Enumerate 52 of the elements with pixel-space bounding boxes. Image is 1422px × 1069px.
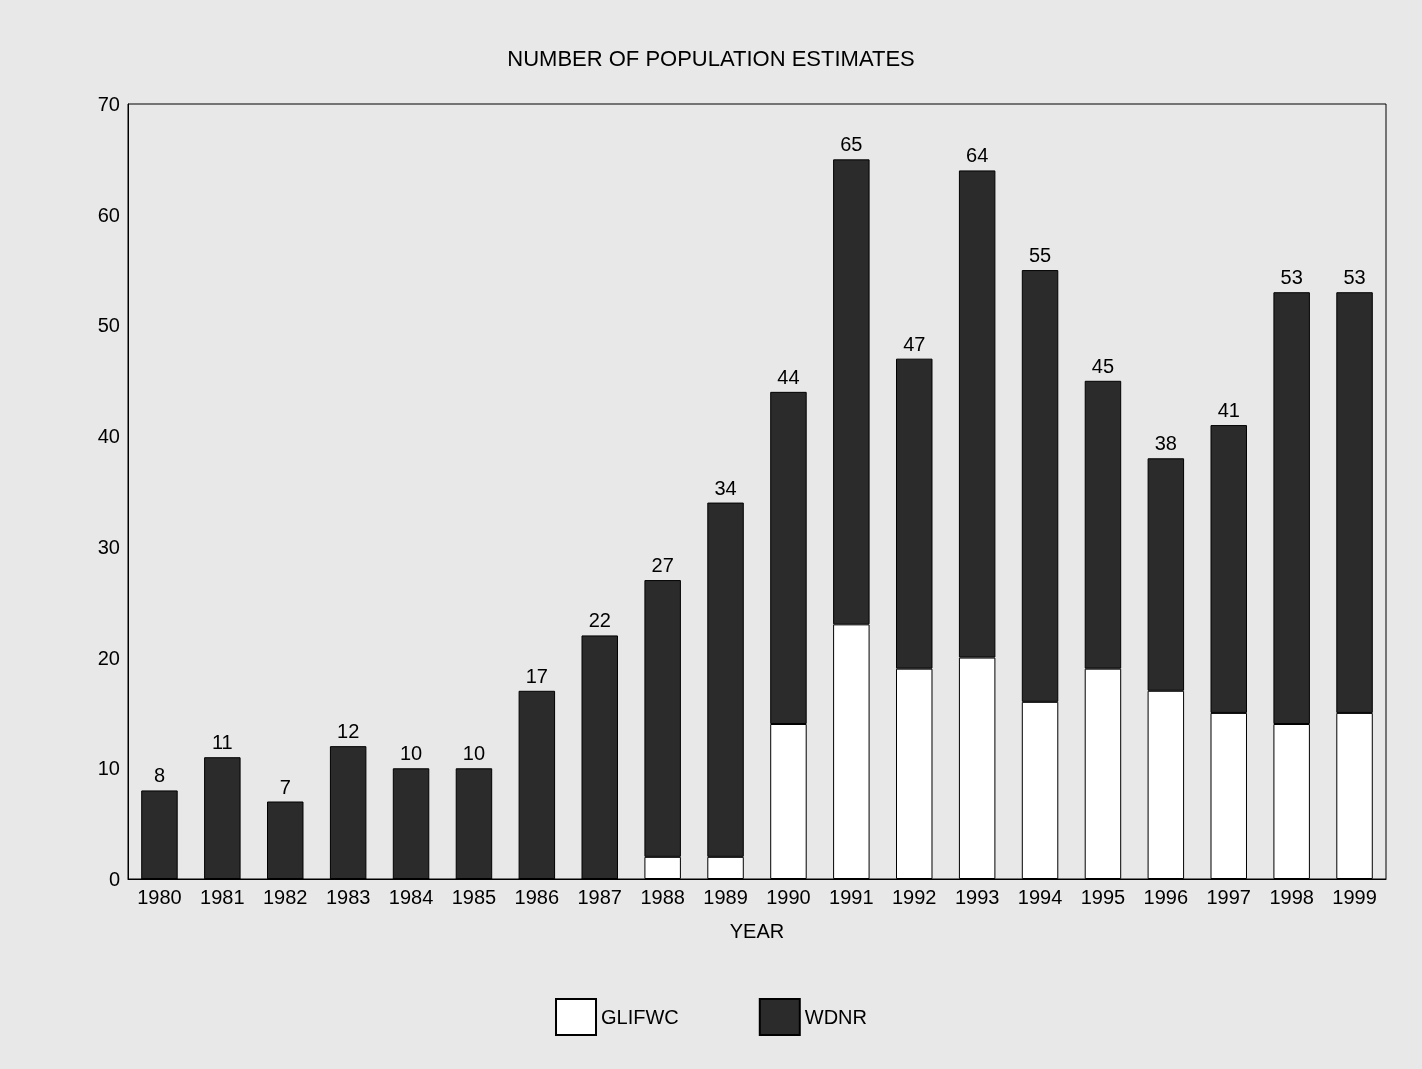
x-tick-label: 1998: [1269, 886, 1314, 908]
chart-title: NUMBER OF POPULATION ESTIMATES: [507, 45, 915, 71]
x-tick-label: 1999: [1332, 886, 1377, 908]
x-tick-label: 1981: [200, 886, 245, 908]
x-tick-label: 1991: [829, 886, 874, 908]
total-label: 7: [279, 775, 291, 798]
x-axis-title: YEAR: [729, 920, 785, 942]
y-tick-label: 60: [97, 203, 120, 226]
total-label: 10: [399, 742, 423, 765]
total-label: 53: [1280, 266, 1303, 289]
y-tick-label: 10: [97, 757, 120, 780]
legend-label: WDNR: [804, 1006, 867, 1028]
y-tick-label: 50: [97, 314, 120, 337]
x-tick-label: 1983: [325, 886, 371, 908]
x-tick-label: 1992: [892, 886, 937, 908]
total-label: 64: [966, 144, 989, 167]
x-tick-label: 1996: [1143, 886, 1189, 908]
total-label: 12: [337, 720, 360, 743]
total-label: 10: [462, 742, 486, 765]
x-tick-label: 1989: [703, 886, 748, 908]
x-tick-label: 1986: [514, 886, 560, 908]
x-tick-label: 1987: [577, 886, 622, 908]
total-label: 22: [588, 609, 611, 632]
total-label: 45: [1091, 354, 1115, 377]
total-label: 11: [211, 731, 233, 754]
legend-label: GLIFWC: [601, 1006, 679, 1028]
x-tick-label: 1984: [388, 886, 434, 908]
x-tick-label: 1980: [137, 886, 182, 908]
y-tick-label: 40: [97, 425, 120, 448]
total-label: 55: [1028, 244, 1052, 267]
x-tick-label: 1997: [1206, 886, 1251, 908]
x-tick-label: 1990: [766, 886, 811, 908]
total-label: 41: [1217, 399, 1240, 422]
total-label: 34: [714, 476, 737, 499]
total-label: 27: [651, 554, 674, 577]
x-tick-label: 1988: [640, 886, 685, 908]
x-tick-label: 1982: [263, 886, 308, 908]
x-tick-label: 1993: [954, 886, 1000, 908]
total-label: 8: [153, 764, 166, 787]
y-tick-label: 30: [97, 535, 120, 558]
total-label: 17: [525, 664, 548, 687]
total-label: 53: [1343, 266, 1366, 289]
total-label: 65: [840, 133, 863, 156]
x-tick-label: 1995: [1080, 886, 1126, 908]
total-label: 44: [777, 365, 800, 388]
x-tick-label: 1985: [451, 886, 497, 908]
y-tick-label: 0: [108, 868, 120, 890]
total-label: 38: [1154, 432, 1177, 455]
x-tick-label: 1994: [1017, 886, 1063, 908]
total-label: 47: [903, 332, 926, 355]
y-tick-label: 70: [97, 93, 120, 115]
y-tick-label: 20: [97, 646, 120, 669]
